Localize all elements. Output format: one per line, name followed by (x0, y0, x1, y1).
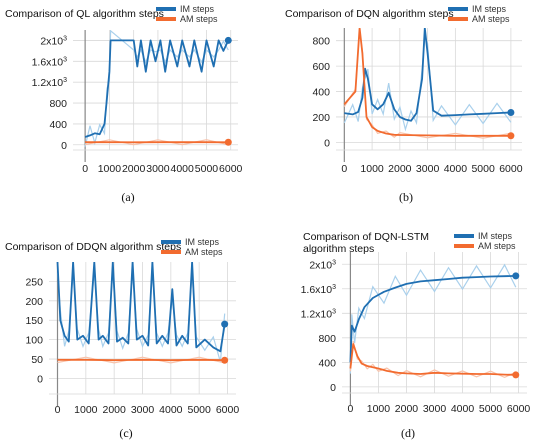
series-band-im (56, 272, 226, 363)
series-end-marker (512, 272, 520, 280)
y-tick-label: 2x103 (309, 259, 336, 271)
x-tick-label: 5000 (479, 403, 503, 415)
y-tick-label: 1.2x103 (301, 308, 337, 320)
y-tick-label: 150 (25, 315, 43, 327)
y-tick-label: 800 (49, 98, 67, 110)
x-tick-label: 0 (82, 163, 88, 175)
x-tick-label: 6000 (499, 163, 523, 175)
x-tick-label: 2000 (388, 163, 412, 175)
series-line-im (84, 39, 230, 138)
x-tick-label: 6000 (219, 163, 243, 175)
chart-title: algorithm steps (303, 243, 374, 255)
y-tick-label: 400 (318, 357, 336, 369)
y-tick-label: 0 (330, 382, 336, 394)
y-tick-label: 200 (312, 112, 330, 124)
y-tick-label: 1.2x103 (32, 77, 68, 89)
series-line-im (56, 262, 226, 353)
x-tick-label: 2000 (395, 403, 419, 415)
series-band-am (349, 340, 517, 379)
y-tick-label: 50 (31, 354, 43, 366)
y-tick-label: 400 (49, 119, 67, 131)
series-end-marker (224, 36, 232, 44)
series-end-marker (507, 132, 515, 140)
series-end-marker (221, 320, 229, 328)
panel-caption: (b) (399, 190, 413, 204)
x-tick-label: 4000 (444, 163, 468, 175)
panel-caption: (a) (121, 190, 134, 204)
x-tick-label: 1000 (360, 163, 384, 175)
y-tick-label: 400 (312, 87, 330, 99)
y-tick-label: 1.6x103 (32, 56, 68, 68)
x-tick-label: 3000 (146, 163, 170, 175)
x-tick-label: 1000 (74, 404, 98, 416)
legend-label: AM steps (472, 14, 510, 24)
series-line-am (343, 28, 511, 137)
x-tick-label: 3000 (131, 404, 155, 416)
y-tick-label: 200 (25, 296, 43, 308)
legend-label: IM steps (472, 4, 507, 14)
series-line-am (349, 343, 516, 376)
x-tick-label: 0 (341, 163, 347, 175)
x-tick-label: 1000 (367, 403, 391, 415)
legend-label: IM steps (478, 231, 513, 241)
chart-panel-c: Comparison of DDQN algorithm steps IM ste… (5, 237, 239, 440)
series-line-im (349, 275, 516, 363)
y-tick-label: 0 (61, 140, 67, 152)
y-tick-label: 0 (37, 373, 43, 385)
x-tick-label: 3000 (423, 403, 447, 415)
x-tick-label: 5000 (471, 163, 495, 175)
x-tick-label: 2000 (122, 163, 146, 175)
y-tick-label: 0 (324, 137, 330, 149)
panel-caption: (c) (119, 426, 132, 440)
series-end-marker (512, 371, 520, 379)
legend-label: AM steps (180, 14, 218, 24)
x-tick-label: 5000 (187, 404, 211, 416)
x-tick-label: 0 (55, 404, 61, 416)
chart-title: Comparison of DDQN algorithm steps (5, 241, 181, 253)
chart-title: Comparison of QL algorithm steps (5, 8, 164, 20)
x-tick-label: 2000 (102, 404, 126, 416)
x-tick-label: 3000 (416, 163, 440, 175)
x-tick-label: 4000 (171, 163, 195, 175)
x-tick-label: 1000 (98, 163, 122, 175)
y-tick-label: 100 (25, 335, 43, 347)
x-tick-label: 6000 (507, 403, 531, 415)
chart-title: Comparison of DQN algorithm steps (285, 8, 454, 20)
series-end-marker (224, 138, 232, 146)
series-end-marker (507, 109, 515, 117)
y-tick-label: 600 (312, 61, 330, 73)
legend-label: IM steps (185, 237, 220, 247)
panel-caption: (d) (401, 426, 415, 440)
series-band-im (349, 263, 517, 374)
legend-label: AM steps (478, 241, 516, 251)
y-tick-label: 2x103 (40, 35, 67, 47)
x-tick-label: 6000 (216, 404, 240, 416)
x-tick-label: 0 (347, 403, 353, 415)
series-end-marker (221, 356, 229, 364)
series-band-am (57, 356, 225, 364)
y-tick-label: 800 (318, 333, 336, 345)
x-tick-label: 5000 (195, 163, 219, 175)
chart-panel-a: Comparison of QL algorithm steps IM steps… (5, 4, 243, 204)
series-band-am (84, 139, 229, 146)
y-tick-label: 250 (25, 276, 43, 288)
y-tick-label: 1.6x103 (301, 284, 337, 296)
series-line-im (344, 28, 511, 122)
chart-panel-b: Comparison of DQN algorithm steps IM step… (285, 4, 523, 204)
x-tick-label: 4000 (451, 403, 475, 415)
y-tick-label: 800 (312, 36, 330, 48)
legend-label: AM steps (185, 247, 223, 257)
chart-title: Comparison of DQN-LSTM (303, 231, 429, 243)
legend-label: IM steps (180, 4, 215, 14)
x-tick-label: 4000 (159, 404, 183, 416)
